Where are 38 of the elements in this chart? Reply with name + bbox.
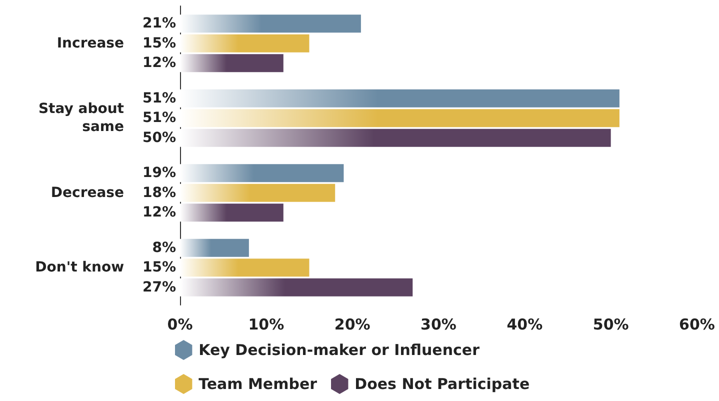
y-tick-label: Don't know bbox=[35, 260, 124, 276]
bar bbox=[180, 128, 611, 147]
legend-label: Team Member bbox=[198, 375, 318, 393]
x-tick-label: 30% bbox=[420, 316, 456, 334]
data-label: 12% bbox=[142, 55, 176, 72]
x-tick-label: 40% bbox=[506, 316, 543, 334]
x-tick-label: 0% bbox=[167, 316, 193, 334]
legend-label: Key Decision-maker or Influencer bbox=[198, 341, 480, 359]
data-label: 18% bbox=[142, 184, 176, 201]
bar bbox=[180, 238, 249, 257]
bar bbox=[180, 54, 284, 72]
bar bbox=[180, 164, 344, 182]
bar bbox=[180, 34, 310, 52]
data-label: 15% bbox=[142, 260, 176, 276]
bar bbox=[180, 89, 620, 108]
bar bbox=[180, 184, 336, 202]
data-label: 51% bbox=[142, 110, 176, 126]
bar bbox=[180, 278, 413, 296]
x-tick-label: 50% bbox=[592, 316, 629, 334]
data-label: 15% bbox=[142, 35, 176, 52]
legend-label: Does Not Participate bbox=[354, 375, 530, 393]
data-label: 50% bbox=[142, 130, 176, 146]
bar bbox=[180, 109, 620, 128]
data-label: 51% bbox=[142, 90, 176, 106]
x-tick-label: 20% bbox=[334, 316, 370, 334]
data-label: 21% bbox=[142, 16, 176, 32]
x-tick-label: 10% bbox=[248, 316, 284, 334]
x-tick-label: 60% bbox=[679, 316, 715, 334]
bar bbox=[180, 204, 284, 222]
data-label: 12% bbox=[142, 204, 176, 221]
y-tick-label: Decrease bbox=[50, 184, 124, 201]
y-tick-label: Increase bbox=[56, 35, 124, 52]
bar bbox=[180, 14, 361, 33]
data-label: 27% bbox=[142, 279, 176, 296]
data-label: 8% bbox=[152, 240, 176, 256]
y-tick-label: Stay about same bbox=[38, 101, 124, 136]
bar bbox=[180, 258, 310, 277]
data-label: 19% bbox=[142, 165, 176, 182]
